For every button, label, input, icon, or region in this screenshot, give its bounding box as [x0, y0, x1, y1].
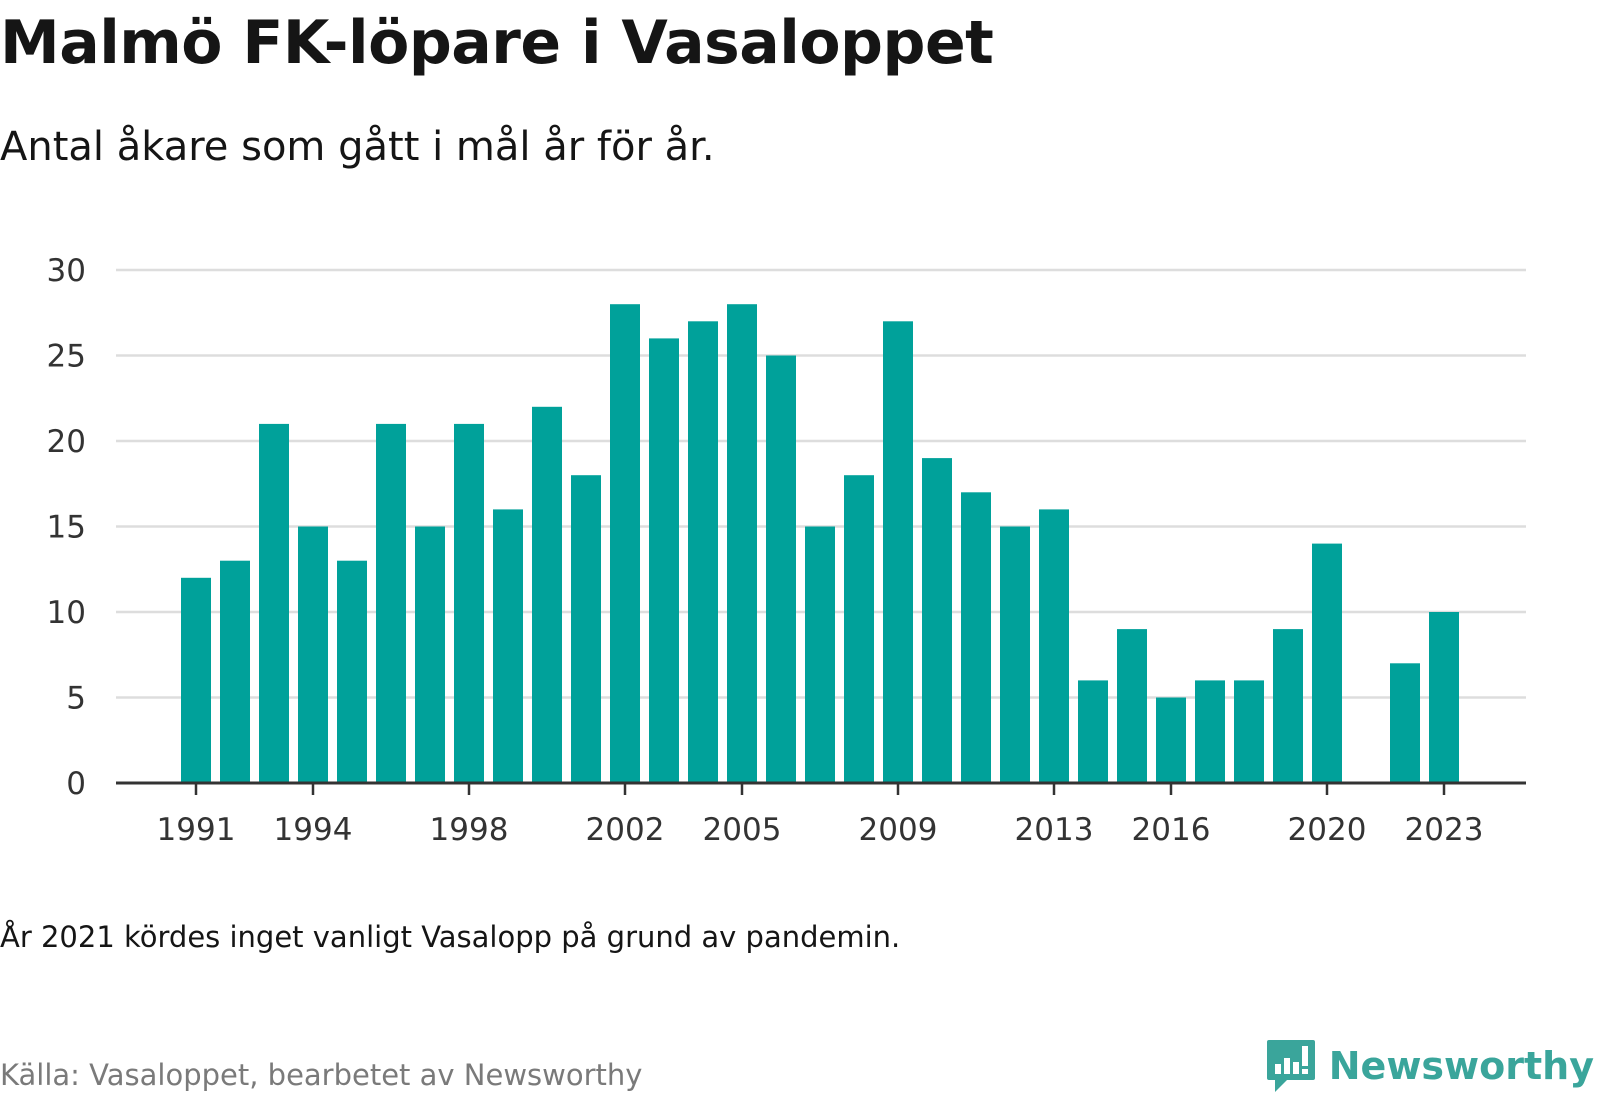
bar-1993 — [259, 423, 289, 783]
bar-1995 — [337, 560, 367, 783]
bar-2008 — [844, 475, 874, 783]
x-tick-label: 2020 — [1288, 812, 1367, 848]
bar-2007 — [805, 526, 835, 783]
x-tick-label: 2016 — [1132, 812, 1211, 848]
bar-2023 — [1429, 612, 1459, 783]
footnote: År 2021 kördes inget vanligt Vasalopp på… — [0, 920, 901, 954]
bar-2020 — [1312, 543, 1342, 783]
bar-2003 — [649, 338, 679, 783]
chart-area: 0 5 10 15 20 25 30 1991 1994 1998 2002 2005 2009 201… — [0, 240, 1600, 880]
bar-2002 — [610, 304, 640, 783]
bar-2005 — [727, 304, 757, 783]
y-tick-label: 5 — [66, 681, 86, 717]
x-tick-label: 2013 — [1015, 812, 1094, 848]
source-credit: Källa: Vasaloppet, bearbetet av Newswort… — [0, 1058, 643, 1092]
bar-2022 — [1390, 663, 1420, 783]
x-tick-label: 2009 — [859, 812, 938, 848]
bar-2006 — [766, 355, 796, 783]
bar-chart: 0 5 10 15 20 25 30 1991 1994 1998 2002 2005 2009 201… — [47, 253, 1526, 848]
bar-1992 — [220, 560, 250, 783]
bar-1996 — [376, 423, 406, 783]
x-tick-label: 1991 — [157, 812, 236, 848]
bar-2018 — [1234, 680, 1264, 783]
bar-1991 — [181, 577, 211, 783]
x-tick-label: 1994 — [274, 812, 353, 848]
bar-2004 — [688, 321, 718, 783]
bar-1999 — [493, 509, 523, 783]
bar-2009 — [883, 321, 913, 783]
bar-2015 — [1117, 629, 1147, 783]
bar-2019 — [1273, 629, 1303, 783]
x-tick-label: 2005 — [703, 812, 782, 848]
bar-2011 — [961, 492, 991, 783]
bar-2016 — [1156, 697, 1186, 783]
bar-2014 — [1078, 680, 1108, 783]
bar-2000 — [532, 406, 562, 783]
chart-title: Malmö FK-löpare i Vasaloppet — [0, 8, 994, 78]
x-tick-label: 2023 — [1405, 812, 1484, 848]
bars — [181, 304, 1459, 783]
y-axis-labels: 0 5 10 15 20 25 30 — [47, 253, 86, 802]
bar-2010 — [922, 458, 952, 783]
x-tick-label: 1998 — [430, 812, 509, 848]
bar-2012 — [1000, 526, 1030, 783]
bar-2013 — [1039, 509, 1069, 783]
brand-name: Newsworthy — [1328, 1044, 1594, 1088]
y-tick-label: 10 — [47, 595, 86, 631]
y-tick-label: 30 — [47, 253, 86, 289]
y-tick-label: 15 — [47, 510, 86, 546]
x-axis-labels: 1991 1994 1998 2002 2005 2009 2013 2016 2020 2023 — [157, 812, 1484, 848]
y-tick-label: 25 — [47, 339, 86, 375]
x-tick-label: 2002 — [586, 812, 665, 848]
bar-2001 — [571, 475, 601, 783]
chart-subtitle: Antal åkare som gått i mål år för år. — [0, 124, 715, 170]
x-axis — [116, 781, 1526, 795]
bar-1997 — [415, 526, 445, 783]
bar-1998 — [454, 423, 484, 783]
y-tick-label: 0 — [66, 766, 86, 802]
y-tick-label: 20 — [47, 424, 86, 460]
bar-2017 — [1195, 680, 1225, 783]
brand-logo-group: Newsworthy — [1265, 1038, 1594, 1094]
newsworthy-logo-icon — [1266, 1040, 1315, 1092]
bar-1994 — [298, 526, 328, 783]
